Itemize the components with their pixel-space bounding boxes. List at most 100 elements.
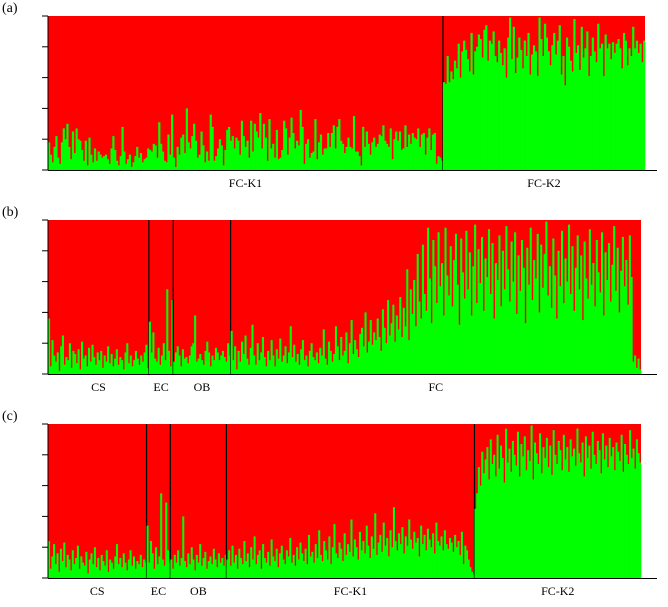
bar-cluster-2 [105,361,108,374]
bar-cluster-2 [172,568,175,578]
bar-cluster-2 [609,301,612,374]
bar-cluster-2 [472,74,475,170]
bar-cluster-2 [483,29,486,170]
bar-cluster-2 [625,454,628,578]
bar-cluster-2 [476,493,479,578]
bar-cluster-2 [596,440,599,578]
bar-cluster-2 [409,539,412,578]
bar-cluster-2 [626,65,629,170]
bar-cluster-2 [82,358,85,374]
bar-cluster-2 [536,76,539,170]
bar-cluster-2 [270,148,273,170]
bar-cluster-2 [576,428,579,578]
bar-cluster-2 [629,430,632,578]
bar-cluster-2 [357,559,360,578]
bar-cluster-2 [286,154,289,170]
bar-cluster-2 [102,561,105,578]
bar-cluster-2 [146,525,149,578]
bar-cluster-2 [84,140,87,170]
bar-cluster-2 [284,128,288,170]
bar-cluster-2 [259,113,262,170]
bar-cluster-2 [225,361,228,374]
bar-cluster-2 [338,360,341,374]
bar-cluster-2 [127,559,130,578]
bar-cluster-2 [176,146,179,170]
bar-cluster-2 [501,65,504,170]
bar-cluster-2 [114,358,117,374]
bar-cluster-2 [567,46,571,170]
bar-cluster-2 [351,148,354,170]
bar-cluster-2 [141,567,144,578]
bar-cluster-2 [539,433,542,578]
bar-cluster-2 [597,23,600,171]
bar-cluster-2 [349,146,352,170]
bar-cluster-2 [624,40,627,170]
bar-cluster-2 [117,364,120,374]
bar-cluster-2 [130,166,133,170]
bar-cluster-2 [618,312,621,374]
bar-cluster-2 [281,361,284,374]
bar-cluster-2 [437,541,440,578]
bar-cluster-2 [154,145,157,170]
bar-cluster-2 [223,565,226,578]
bar-cluster-2 [468,252,471,374]
bar-cluster-2 [209,366,212,374]
bar-cluster-2 [109,559,112,578]
bar-cluster-2 [228,355,231,374]
bar-cluster-2 [189,564,192,578]
bar-cluster-2 [294,148,297,170]
bar-cluster-2 [536,233,539,374]
bar-cluster-2 [458,324,461,374]
bar-cluster-2 [534,51,537,170]
bar-cluster-2 [505,77,508,170]
bar-cluster-2 [222,165,225,170]
bar-cluster-2 [540,473,543,578]
bar-cluster-2 [479,485,482,578]
bar-cluster-2 [174,166,177,170]
bar-cluster-2 [158,122,161,170]
bar-cluster-2 [296,353,299,374]
bar-cluster-2 [467,559,470,578]
bar-cluster-2 [442,82,446,170]
bar-cluster-2 [289,326,292,374]
bar-cluster-2 [421,244,424,374]
bar-cluster-2 [199,353,202,374]
bar-cluster-2 [578,453,581,578]
bar-cluster-2 [362,346,365,374]
bar-cluster-2 [226,129,229,170]
bar-cluster-2 [185,108,188,170]
bar-cluster-2 [583,476,586,578]
bar-cluster-2 [501,457,504,578]
bar-cluster-2 [587,298,590,374]
bar-cluster-2 [373,137,376,170]
bar-cluster-2 [484,258,487,374]
bar-cluster-2 [230,330,233,374]
bar-cluster-2 [66,554,69,578]
bar-cluster-2 [548,266,551,374]
bar-cluster-2 [328,536,331,578]
bar-cluster-2 [330,564,333,578]
bar-cluster-2 [551,45,554,171]
bar-cluster-2 [513,454,516,578]
bar-cluster-2 [326,559,329,578]
bar-cluster-2 [461,51,464,170]
bar-cluster-2 [557,440,560,578]
bar-cluster-2 [519,290,522,374]
bar-cluster-2 [411,133,414,170]
bar-cluster-2 [288,137,291,170]
bar-cluster-2 [601,433,604,578]
bar-cluster-2 [482,310,485,374]
bar-cluster-2 [522,456,525,578]
bar-cluster-2 [143,159,146,170]
bar-cluster-2 [420,525,423,578]
bar-cluster-2 [251,151,255,170]
bar-cluster-2 [110,148,113,170]
bar-cluster-2 [376,143,379,170]
bar-cluster-2 [613,52,616,170]
bar-cluster-2 [397,329,400,374]
bar-cluster-2 [242,353,245,374]
bar-cluster-2 [352,116,356,170]
bar-cluster-2 [529,227,532,374]
bar-cluster-2 [92,564,95,578]
bar-cluster-2 [161,559,164,578]
